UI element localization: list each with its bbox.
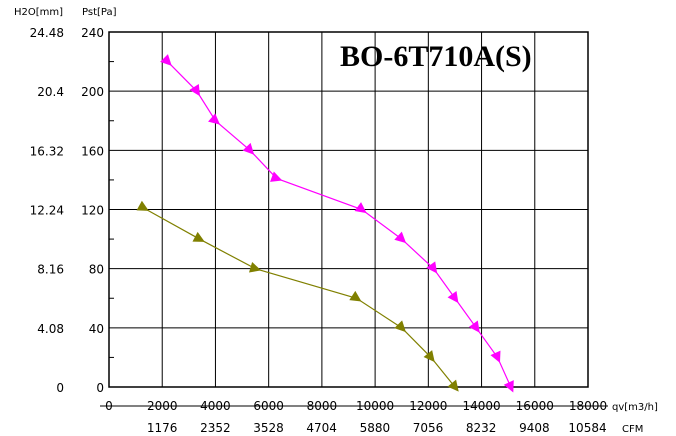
x2-tick-label: 2352 — [200, 421, 231, 435]
y-tick-label: 0 — [96, 381, 104, 395]
plot-frame — [108, 31, 589, 388]
data-point — [447, 290, 459, 304]
y2-tick-label: 24.48 — [30, 26, 64, 40]
chart-title: BO-6T710A(S) — [340, 40, 532, 73]
data-point — [503, 380, 514, 393]
x-tick-label: 4000 — [200, 399, 231, 413]
x-tick-label: 6000 — [253, 399, 284, 413]
data-point — [270, 171, 283, 182]
y-tick-label: 120 — [81, 204, 104, 218]
x-tick-label: 18000 — [569, 399, 607, 413]
x-tick-label: 14000 — [462, 399, 500, 413]
x2-tick-label: 5880 — [360, 421, 391, 435]
x-axis-label: qv[m3/h] — [612, 402, 658, 413]
axes — [100, 31, 608, 407]
data-point — [136, 200, 149, 211]
x-tick-label: 0 — [105, 399, 113, 413]
y-axis-label: Pst[Pa] — [82, 7, 117, 18]
x2-tick-label: 4704 — [306, 421, 337, 435]
data-point — [423, 350, 435, 363]
data-point — [242, 142, 255, 155]
y-tick-label: 240 — [81, 26, 104, 40]
labels: 0 40 80 120 160 200 240 0 4.08 8.16 12.24 16.32 20.4… — [14, 7, 658, 435]
y2-tick-label: 16.32 — [30, 144, 64, 158]
y2-tick-label: 4.08 — [37, 322, 64, 336]
data-point — [192, 231, 205, 242]
data-point — [354, 202, 367, 214]
y-tick-label: 200 — [81, 85, 104, 99]
x-tick-label: 10000 — [356, 399, 394, 413]
series-line — [143, 207, 456, 388]
data-point — [394, 320, 406, 333]
y-tick-label: 80 — [89, 263, 104, 277]
y2-tick-label: 20.4 — [37, 85, 64, 99]
x-tick-label: 16000 — [516, 399, 554, 413]
x2-tick-label: 3528 — [253, 421, 284, 435]
data-point — [160, 54, 172, 66]
series — [136, 54, 514, 393]
y-tick-label: 160 — [81, 144, 104, 158]
data-point — [249, 261, 262, 273]
x-tick-label: 12000 — [409, 399, 447, 413]
y-tick-label: 40 — [89, 322, 104, 336]
data-point — [208, 113, 221, 125]
x2-tick-label: 10584 — [568, 421, 606, 435]
x2-tick-label: 9408 — [519, 421, 550, 435]
y2-tick-label: 0 — [56, 381, 64, 395]
data-point — [468, 320, 480, 333]
x2-axis-label: CFM — [622, 424, 643, 435]
y2-tick-label: 12.24 — [30, 204, 64, 218]
y2-tick-label: 8.16 — [37, 263, 64, 277]
y2-axis-label: H2O[mm] — [14, 7, 63, 18]
x2-tick-label: 1176 — [147, 421, 178, 435]
series-line — [167, 61, 512, 388]
data-point — [447, 379, 459, 392]
data-point — [426, 261, 438, 274]
data-point — [490, 350, 501, 363]
data-point — [349, 290, 362, 302]
x2-tick-label: 7056 — [413, 421, 444, 435]
x2-tick-label: 8232 — [466, 421, 497, 435]
x-tick-label: 2000 — [147, 399, 178, 413]
data-point — [189, 84, 201, 97]
data-point — [394, 231, 407, 244]
x-tick-label: 8000 — [307, 399, 338, 413]
grid — [109, 31, 589, 387]
